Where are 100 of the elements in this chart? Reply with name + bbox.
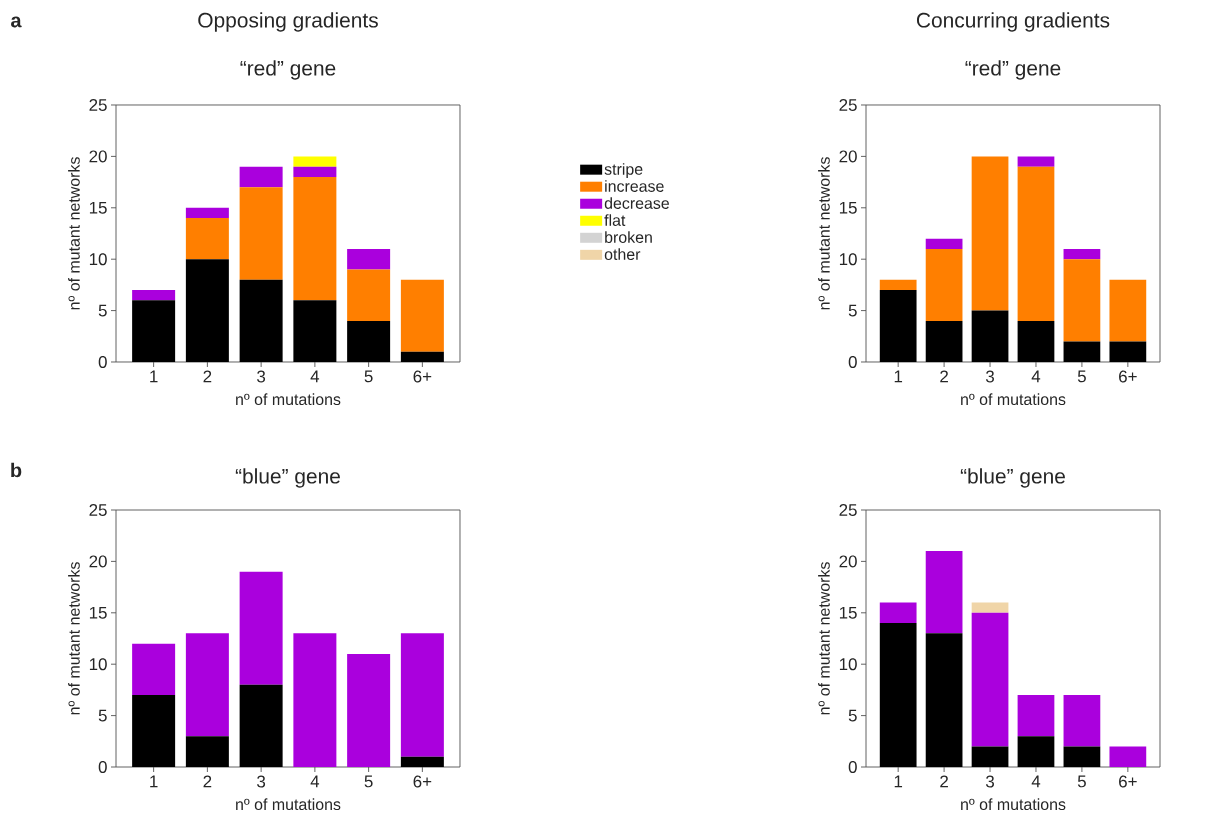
y-tick-label: 5 — [98, 304, 107, 317]
x-axis-title: nº of mutations — [236, 798, 341, 811]
text: b — [11, 462, 22, 478]
bar — [925, 248, 963, 321]
bar — [400, 351, 444, 362]
y-axis-title: nº of mutant networks — [818, 562, 830, 715]
x-tick-label: 3 — [257, 775, 266, 788]
bar — [1109, 279, 1147, 342]
x-axis-title: nº of mutations — [961, 798, 1066, 811]
y-tick-label: 10 — [89, 253, 107, 266]
y-tick-label: 20 — [839, 150, 857, 163]
bar — [1017, 320, 1055, 362]
y-tick-label: 0 — [98, 761, 107, 773]
bar — [879, 602, 917, 624]
y-tick-label: 20 — [89, 150, 107, 163]
bar — [185, 207, 229, 219]
chart-title: Concurring gradients — [916, 12, 1110, 32]
y-tick-label: 15 — [839, 606, 857, 619]
bar — [132, 695, 176, 767]
bar — [1017, 736, 1055, 767]
chart-title: “blue” gene — [235, 468, 340, 488]
bar — [347, 269, 391, 321]
y-tick-label: 25 — [89, 504, 107, 516]
legend-label: other — [604, 248, 641, 261]
y-tick-label: 0 — [848, 356, 857, 368]
x-tick-label: 2 — [940, 370, 948, 383]
x-tick-label: 2 — [203, 370, 212, 383]
bar — [925, 238, 963, 249]
bar — [971, 156, 1009, 311]
bar — [1063, 248, 1101, 260]
bar — [239, 684, 283, 767]
x-tick-label: 1 — [894, 370, 903, 383]
x-tick-label: 4 — [310, 370, 320, 383]
bar — [400, 279, 444, 352]
y-tick-label: 0 — [98, 356, 107, 368]
x-tick-label: 3 — [985, 370, 994, 383]
y-tick-label: 5 — [848, 304, 857, 317]
bar — [1063, 341, 1101, 362]
legend-label: broken — [605, 231, 652, 243]
x-tick-label: 1 — [150, 775, 158, 788]
bar — [400, 756, 444, 767]
y-tick-label: 25 — [89, 98, 107, 111]
bar — [293, 156, 337, 167]
bar — [185, 736, 229, 767]
bar — [400, 633, 444, 757]
bar — [293, 633, 337, 767]
text: a — [11, 16, 22, 28]
x-tick-label: 6+ — [413, 775, 432, 788]
x-tick-label: 2 — [940, 775, 948, 788]
bar — [971, 310, 1009, 362]
chart-title: “blue” gene — [960, 468, 1065, 488]
bar — [239, 187, 283, 280]
bar — [293, 300, 337, 362]
x-tick-label: 4 — [1031, 370, 1041, 383]
chart-subtitle: “red” gene — [965, 60, 1061, 80]
x-tick-label: 4 — [310, 775, 320, 788]
y-tick-label: 5 — [848, 709, 857, 722]
bar — [132, 290, 176, 301]
bar — [347, 653, 391, 767]
bar — [1063, 695, 1101, 747]
y-axis-title: nº of mutant networks — [818, 157, 830, 310]
x-tick-label: 5 — [364, 370, 373, 383]
bar — [132, 643, 176, 696]
x-axis-title: nº of mutations — [236, 393, 341, 406]
chart-subtitle: “red” gene — [240, 60, 336, 80]
bar — [185, 218, 229, 260]
bar — [239, 279, 283, 362]
y-tick-label: 0 — [848, 761, 857, 773]
bar — [239, 166, 283, 188]
bar — [879, 290, 917, 362]
bar — [293, 176, 337, 301]
bar — [879, 279, 917, 291]
bar — [971, 602, 1009, 613]
bar — [879, 623, 917, 767]
x-tick-label: 2 — [203, 775, 212, 788]
bar — [1017, 695, 1055, 737]
y-tick-label: 25 — [839, 504, 857, 516]
bar — [185, 259, 229, 362]
bar — [971, 746, 1009, 767]
x-tick-label: 3 — [985, 775, 994, 788]
legend-label: decrease — [604, 197, 669, 209]
bar — [971, 612, 1009, 747]
y-tick-label: 25 — [839, 98, 857, 111]
x-tick-label: 6+ — [1119, 775, 1137, 788]
bar — [1109, 341, 1147, 362]
x-tick-label: 1 — [150, 370, 158, 383]
bar — [293, 166, 337, 177]
bar — [1017, 156, 1055, 167]
y-tick-label: 10 — [89, 658, 107, 671]
x-tick-label: 3 — [257, 370, 266, 383]
x-tick-label: 5 — [1077, 775, 1086, 788]
y-tick-label: 5 — [98, 709, 107, 722]
x-tick-label: 6+ — [1119, 370, 1137, 383]
x-tick-label: 1 — [894, 775, 903, 788]
bar — [185, 633, 229, 737]
y-tick-label: 20 — [839, 555, 857, 568]
bar — [239, 571, 283, 685]
bar — [925, 633, 963, 767]
bar — [1063, 746, 1101, 767]
bar — [347, 320, 391, 362]
